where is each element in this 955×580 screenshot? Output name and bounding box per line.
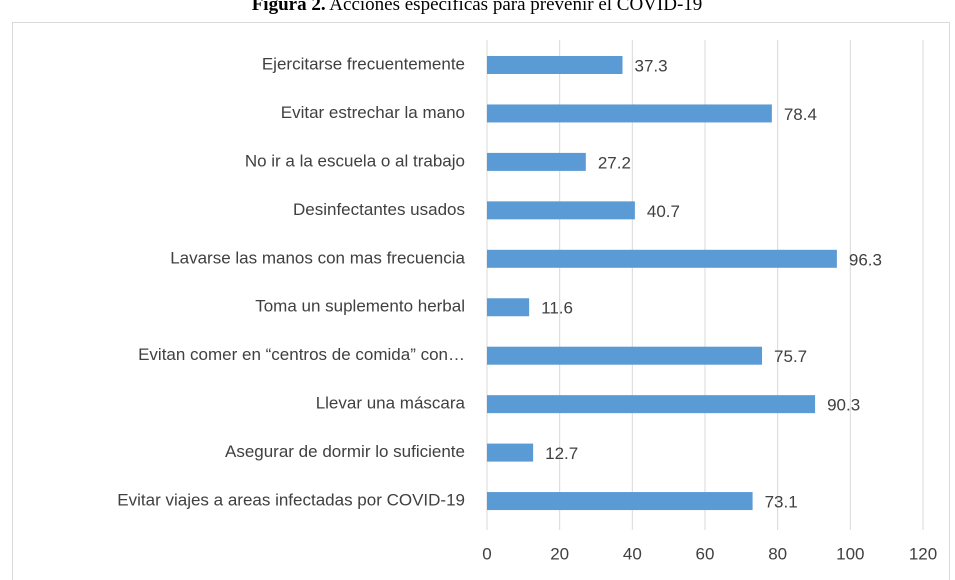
y-tick-label: Evitar estrechar la mano [281,103,465,122]
bar [487,346,763,365]
value-label: 37.3 [635,56,668,75]
bar [487,492,753,511]
bar [487,201,635,220]
chart-border [12,22,950,580]
x-tick-label: 0 [482,544,491,563]
y-tick-label: No ir a la escuela o al trabajo [245,151,465,170]
bar [487,249,837,268]
title-text: Acciones específicas para prevenir el CO… [329,0,702,15]
chart-title: Figura 2. Acciones específicas para prev… [252,0,703,15]
x-tick-label: 100 [836,544,864,563]
bar [487,56,623,74]
title-prefix: Figura 2. [252,0,326,15]
y-tick-label: Evitar viajes a areas infectadas por COV… [117,491,465,510]
x-tick-label: 60 [696,544,715,563]
x-tick-label: 40 [623,544,642,563]
value-label: 96.3 [849,250,882,269]
bar [487,104,772,123]
x-tick-label: 20 [550,544,569,563]
y-tick-label: Ejercitarse frecuentemente [262,54,465,73]
y-tick-label: Llevar una máscara [316,394,466,413]
value-label: 12.7 [545,444,578,463]
y-tick-label: Evitan comer en “centros de comida” con… [138,345,465,364]
bar [487,152,586,171]
value-label: 78.4 [784,105,817,124]
bar [487,395,816,414]
value-label: 90.3 [827,396,860,415]
y-tick-label: Lavarse las manos con mas frecuencia [170,248,465,267]
y-tick-label: Asegurar de dormir lo suficiente [225,442,465,461]
x-tick-label: 120 [909,544,937,563]
y-tick-label: Toma un suplemento herbal [255,297,465,316]
value-label: 73.1 [765,493,798,512]
value-label: 27.2 [598,153,631,172]
bar [487,443,534,462]
bar [487,298,530,317]
value-label: 11.6 [541,299,573,318]
x-tick-label: 80 [768,544,787,563]
y-tick-label: Desinfectantes usados [293,200,465,219]
value-label: 40.7 [647,202,680,221]
value-label: 75.7 [774,347,807,366]
